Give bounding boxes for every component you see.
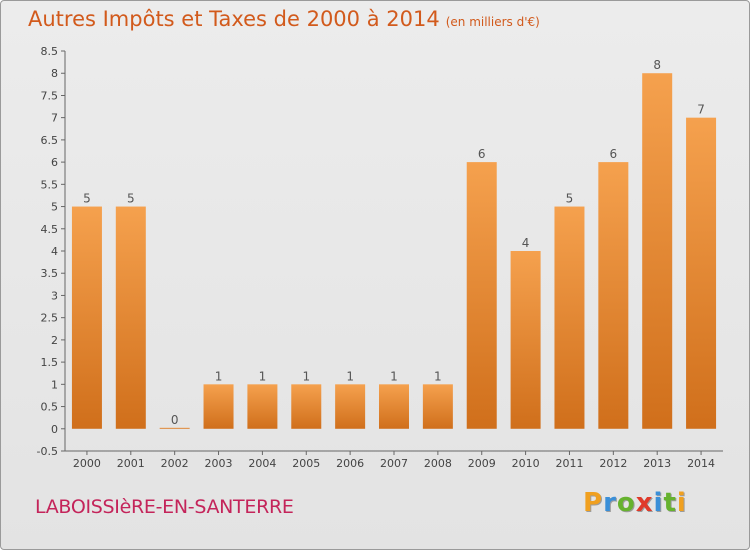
x-tick-label: 2004 — [248, 457, 276, 470]
data-label: 1 — [390, 369, 398, 383]
y-tick-label: 0.5 — [41, 401, 59, 414]
y-tick-label: 8.5 — [41, 45, 59, 58]
y-tick-label: 5 — [51, 201, 58, 214]
x-tick-label: 2005 — [292, 457, 320, 470]
bar — [466, 162, 497, 429]
data-label: 1 — [259, 369, 267, 383]
x-tick-label: 2011 — [555, 457, 583, 470]
bar — [510, 251, 541, 429]
y-tick-label: 5.5 — [41, 178, 59, 191]
x-tick-label: 2001 — [117, 457, 145, 470]
bars — [71, 73, 717, 429]
y-tick-label: 2.5 — [41, 312, 59, 325]
data-label: 1 — [346, 369, 354, 383]
x-tick-label: 2013 — [643, 457, 671, 470]
data-label: 5 — [83, 192, 91, 206]
data-label: 1 — [302, 369, 310, 383]
y-tick-label: 1 — [51, 378, 58, 391]
y-tick-label: 6.5 — [41, 134, 59, 147]
bar — [115, 206, 146, 429]
axes: -0.5 0 0.5 1 1.5 2 2.5 3 3.5 4 4.5 5 5.5 6 6.5 7 7.5 8 8.5… — [37, 45, 723, 470]
x-tick-label: 2007 — [380, 457, 408, 470]
bar — [379, 384, 409, 429]
data-label: 8 — [653, 58, 661, 72]
y-tick-label: 0 — [51, 423, 58, 436]
logo-letter: i — [676, 488, 687, 518]
y-tick-label: 4.5 — [41, 223, 59, 236]
bar — [291, 384, 322, 429]
data-label: 5 — [566, 192, 574, 206]
y-tick-label: 4 — [51, 245, 58, 258]
bar — [335, 384, 366, 429]
data-label: 5 — [127, 192, 135, 206]
y-tick-label: 1.5 — [41, 356, 59, 369]
x-tick-label: 2006 — [336, 457, 364, 470]
data-label: 0 — [171, 413, 179, 427]
x-tick-label: 2000 — [73, 457, 101, 470]
bar — [598, 162, 629, 429]
x-tick-label: 2002 — [161, 457, 189, 470]
y-tick-label: 6 — [51, 156, 58, 169]
y-tick-label: 8 — [51, 67, 58, 80]
data-label: 1 — [215, 369, 223, 383]
logo-letter: o — [616, 488, 636, 518]
data-label: 6 — [610, 147, 618, 161]
bar — [203, 384, 234, 429]
y-tick-label: 3 — [51, 289, 58, 302]
data-label: 1 — [434, 369, 442, 383]
bar — [422, 384, 453, 429]
value-labels: 5 5 0 1 1 1 1 1 1 6 4 5 6 8 7 — [83, 58, 705, 427]
data-label: 6 — [478, 147, 486, 161]
logo-letter: P — [583, 488, 604, 518]
bar — [642, 73, 673, 429]
x-tick-label: 2008 — [424, 457, 452, 470]
x-tick-label: 2003 — [205, 457, 233, 470]
data-label: 7 — [697, 103, 705, 117]
y-tick-label: 2 — [51, 334, 58, 347]
logo-letter: r — [603, 488, 617, 518]
logo-letter: x — [635, 488, 654, 518]
title-row: Autres Impôts et Taxes de 2000 à 2014 (en… — [28, 7, 540, 31]
y-tick-label: 7.5 — [41, 89, 59, 102]
y-tick-label: 7 — [51, 112, 58, 125]
x-tick-label: 2009 — [468, 457, 496, 470]
data-label: 4 — [522, 236, 530, 250]
y-tick-label: -0.5 — [37, 445, 58, 458]
bar — [71, 206, 102, 429]
commune-name: LABOISSIèRE-EN-SANTERRE — [35, 496, 294, 518]
unit-label: (en milliers d'€) — [445, 15, 540, 29]
bar — [686, 117, 717, 429]
bar — [247, 384, 278, 429]
y-tick-label: 3.5 — [41, 267, 59, 280]
bar — [554, 206, 585, 429]
bar — [159, 427, 190, 429]
chart-title: Autres Impôts et Taxes de 2000 à 2014 — [28, 7, 440, 31]
logo-letter: i — [653, 488, 664, 518]
proxiti-logo: Proxiti — [583, 488, 687, 518]
x-tick-label: 2012 — [599, 457, 627, 470]
logo-letter: t — [663, 488, 677, 518]
x-tick-label: 2010 — [512, 457, 540, 470]
x-tick-label: 2014 — [687, 457, 715, 470]
